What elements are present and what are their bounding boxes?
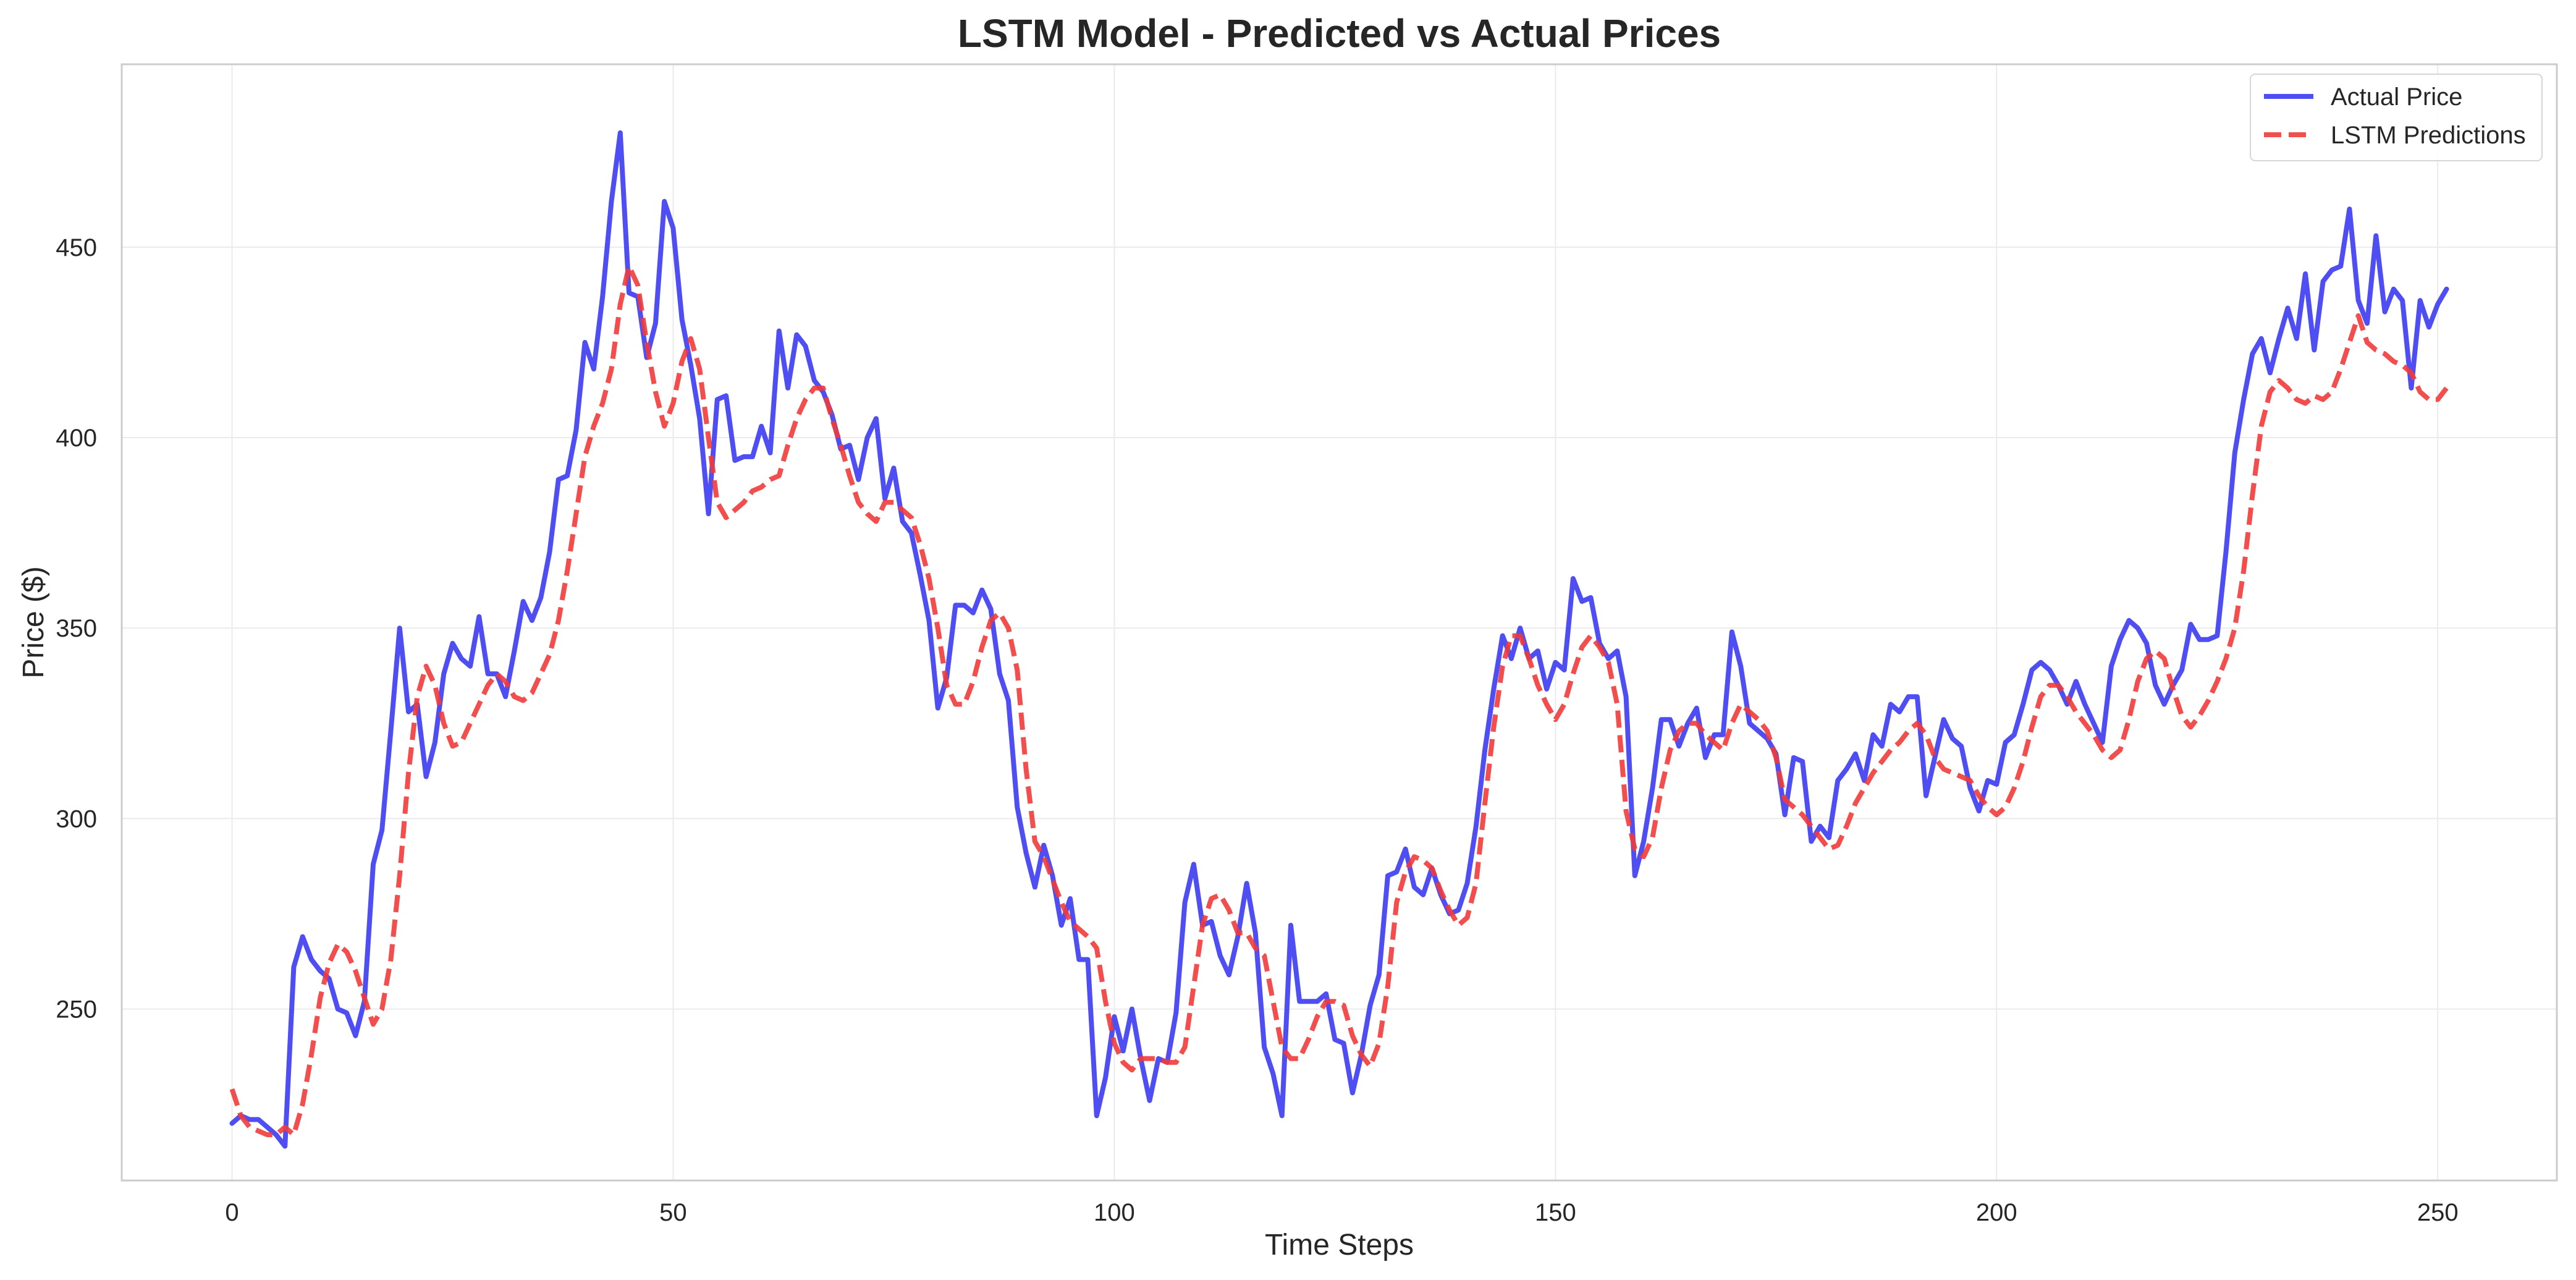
x-tick-label: 250 [2417,1199,2459,1226]
legend-label: Actual Price [2331,83,2462,111]
y-axis: 250 300 350 400 450 [56,234,97,1024]
x-tick-label: 0 [225,1199,239,1226]
x-tick-label: 150 [1535,1199,1576,1226]
series-layer [229,130,2449,1149]
x-tick-label: 50 [659,1199,687,1226]
y-tick-label: 300 [56,805,97,833]
chart-title: LSTM Model - Predicted vs Actual Prices [958,11,1721,56]
y-tick-label: 250 [56,996,97,1024]
x-axis: 0 50 100 150 200 250 [225,1199,2458,1226]
legend-box [2250,74,2543,161]
y-tick-label: 450 [56,234,97,261]
legend-label: LSTM Predictions [2331,122,2526,149]
x-tick-label: 200 [1976,1199,2017,1226]
y-axis-label: Price ($) [17,566,50,678]
x-tick-label: 100 [1094,1199,1135,1226]
series-line-actual-price [229,130,2449,1149]
grid [122,64,2557,1180]
plot-frame [120,63,2558,1182]
x-axis-label: Time Steps [1265,1229,1414,1261]
y-tick-label: 350 [56,615,97,642]
y-tick-label: 400 [56,425,97,452]
legend: Actual Price LSTM Predictions [2250,74,2543,161]
